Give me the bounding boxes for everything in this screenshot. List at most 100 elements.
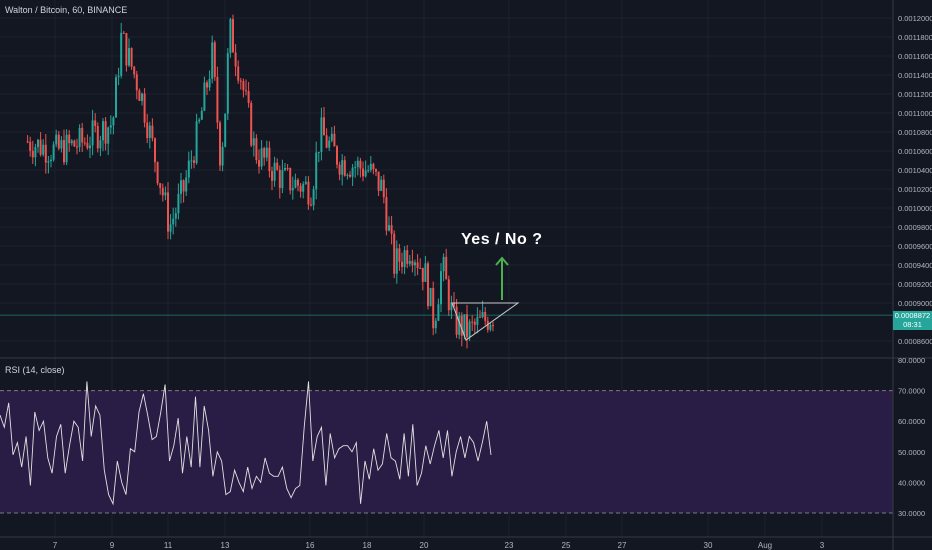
rsi-level-lines (0, 390, 893, 514)
rsi-line (0, 381, 492, 506)
time-tick-label: 16 (306, 541, 315, 550)
candle (351, 164, 354, 187)
candle (198, 117, 201, 124)
candle (70, 139, 73, 146)
price-tick-label: 0.0008600 (898, 337, 932, 346)
candle (427, 261, 429, 310)
time-tick-label: 27 (618, 541, 627, 550)
rsi-tick-label: 70.0000 (898, 387, 925, 396)
candle (281, 159, 284, 194)
candle (258, 149, 260, 174)
candle (234, 44, 237, 77)
candle (68, 130, 71, 152)
candle (479, 309, 481, 318)
candle (432, 281, 435, 336)
candle (466, 304, 468, 349)
candle (135, 70, 138, 100)
candle (141, 92, 143, 106)
price-tick-label: 0.0010600 (898, 147, 932, 156)
price-tick-label: 0.0010000 (898, 204, 932, 213)
candle (55, 129, 58, 148)
time-tick-label: Aug (758, 541, 772, 550)
candle (445, 248, 448, 280)
candle (447, 275, 450, 316)
candle (315, 141, 318, 200)
candle (151, 118, 154, 142)
candle (211, 35, 214, 84)
candle (271, 166, 273, 191)
time-tick-label: 18 (363, 541, 372, 550)
candle (187, 151, 190, 184)
price-tick-label: 0.0009800 (898, 223, 932, 232)
candle (291, 176, 294, 200)
candle (37, 138, 39, 153)
candle (31, 140, 34, 164)
candle (330, 127, 333, 143)
candle (455, 299, 458, 339)
candle (310, 197, 312, 207)
candle (336, 145, 338, 169)
candle (148, 121, 151, 149)
price-tick-label: 0.0009200 (898, 280, 932, 289)
rsi-title: RSI (14, close) (5, 365, 65, 375)
candle (434, 317, 437, 334)
candle (232, 14, 234, 53)
candle (346, 173, 349, 180)
candle (328, 136, 331, 152)
candle (489, 323, 492, 332)
candle (408, 255, 411, 267)
candle (406, 245, 409, 269)
time-tick-label: 23 (505, 541, 514, 550)
candle (237, 60, 240, 84)
candle (182, 179, 185, 203)
candle (133, 65, 136, 79)
candle (83, 137, 86, 146)
time-axis[interactable]: 7 9 11 13 16 18 20 23 25 27 30 Aug 3 (53, 541, 825, 550)
candle (57, 131, 60, 151)
candle (458, 311, 461, 340)
candle (91, 109, 94, 156)
candle (416, 254, 419, 276)
candle (200, 107, 203, 120)
price-tick-label: 0.0012000 (898, 14, 932, 23)
rsi-tick-label: 40.0000 (898, 478, 925, 487)
candle (367, 165, 370, 173)
rsi-axis[interactable]: 80.0000 70.0000 60.0000 50.0000 40.0000 30.00… (898, 356, 925, 518)
candle (47, 156, 50, 174)
candle (414, 259, 416, 277)
candle (484, 307, 487, 326)
candle (219, 120, 221, 171)
candle (50, 154, 52, 168)
candle (120, 22, 123, 79)
candle (364, 160, 367, 178)
candle (96, 122, 99, 153)
price-tick-label: 0.0009000 (898, 299, 932, 308)
candle (112, 116, 115, 135)
candle (172, 207, 175, 235)
candle (276, 158, 279, 171)
candle (177, 183, 180, 220)
candle (26, 135, 29, 144)
candle (349, 171, 351, 178)
candle (372, 162, 375, 175)
time-tick-label: 25 (562, 541, 571, 550)
candle (343, 156, 346, 177)
candle (107, 126, 110, 156)
candle (471, 315, 474, 332)
rsi-tick-label: 50.0000 (898, 448, 925, 457)
candle (73, 139, 76, 148)
candle (143, 88, 146, 128)
candle (354, 161, 357, 178)
candle (117, 67, 120, 86)
candle (362, 161, 364, 182)
candle (193, 156, 195, 169)
candle (419, 258, 422, 269)
candle (156, 161, 159, 186)
candle (302, 181, 305, 199)
candle (388, 216, 390, 232)
candle (208, 70, 211, 92)
candle (312, 185, 315, 211)
candle (286, 164, 289, 171)
price-axis[interactable]: 0.0012000 0.0011800 0.0011600 0.0011400 0.00… (898, 14, 932, 346)
